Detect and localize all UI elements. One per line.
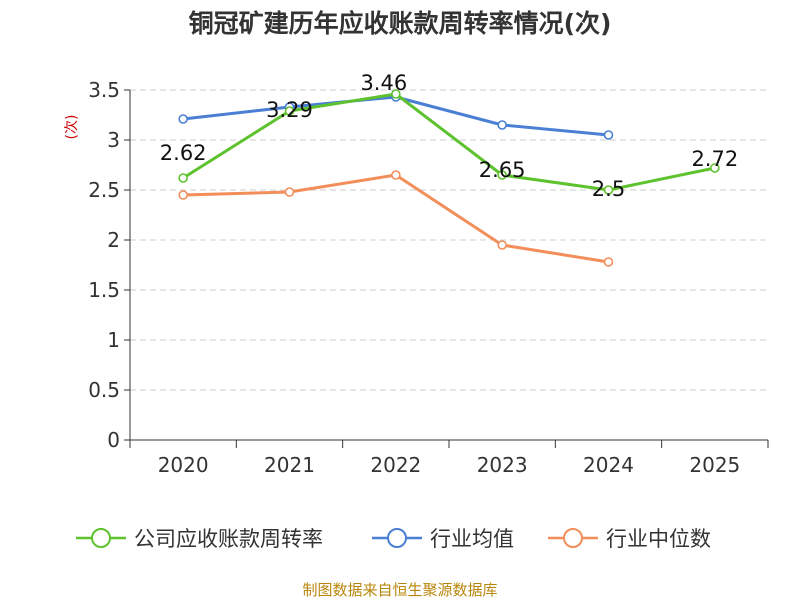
data-point bbox=[603, 257, 614, 267]
legend-label: 公司应收账款周转率 bbox=[134, 527, 323, 551]
x-tick-label: 2023 bbox=[477, 453, 528, 477]
y-tick-label: 1 bbox=[107, 328, 120, 352]
legend-label: 行业均值 bbox=[430, 527, 514, 551]
data-label: 3.29 bbox=[266, 98, 313, 122]
data-point bbox=[497, 240, 507, 250]
data-point bbox=[391, 170, 401, 180]
x-tick-label: 2020 bbox=[158, 453, 209, 477]
data-label: 2.72 bbox=[691, 147, 738, 171]
data-point bbox=[603, 185, 614, 195]
data-point bbox=[497, 170, 507, 180]
x-tick-label: 2021 bbox=[264, 453, 315, 477]
y-tick-label: 3 bbox=[107, 128, 120, 152]
series-line bbox=[182, 95, 609, 137]
data-point bbox=[603, 130, 614, 140]
legend-label: 行业中位数 bbox=[606, 527, 711, 551]
x-tick-label: 2024 bbox=[583, 453, 634, 477]
x-tick-label: 2022 bbox=[370, 453, 421, 477]
y-tick-label: 0.5 bbox=[88, 378, 120, 402]
y-tick-label: 2 bbox=[107, 228, 120, 252]
chart-title: 铜冠矿建历年应收账款周转率情况(次) bbox=[189, 9, 612, 38]
data-point bbox=[497, 120, 507, 130]
legend-marker bbox=[387, 528, 407, 548]
data-point bbox=[178, 190, 188, 200]
y-tick-label: 2.5 bbox=[88, 178, 120, 202]
data-point bbox=[178, 114, 188, 124]
data-point bbox=[391, 89, 401, 99]
y-tick-label: 3.5 bbox=[88, 78, 120, 102]
data-label: 2.65 bbox=[479, 158, 526, 182]
x-tick-label: 2025 bbox=[689, 453, 740, 477]
y-axis-label: (次) bbox=[64, 115, 80, 140]
data-point bbox=[284, 106, 295, 116]
series-line bbox=[183, 173, 609, 264]
data-point bbox=[178, 173, 188, 183]
data-point bbox=[710, 163, 720, 173]
source-note: 制图数据来自恒生聚源数据库 bbox=[302, 581, 497, 599]
data-label: 2.5 bbox=[592, 177, 625, 201]
y-tick-label: 0 bbox=[107, 428, 120, 452]
legend-marker bbox=[91, 528, 111, 548]
data-point bbox=[284, 187, 295, 197]
data-label: 2.62 bbox=[160, 141, 207, 165]
series-line bbox=[182, 92, 716, 192]
legend-marker bbox=[563, 528, 583, 548]
y-tick-label: 1.5 bbox=[88, 278, 120, 302]
data-label: 3.46 bbox=[360, 71, 407, 95]
